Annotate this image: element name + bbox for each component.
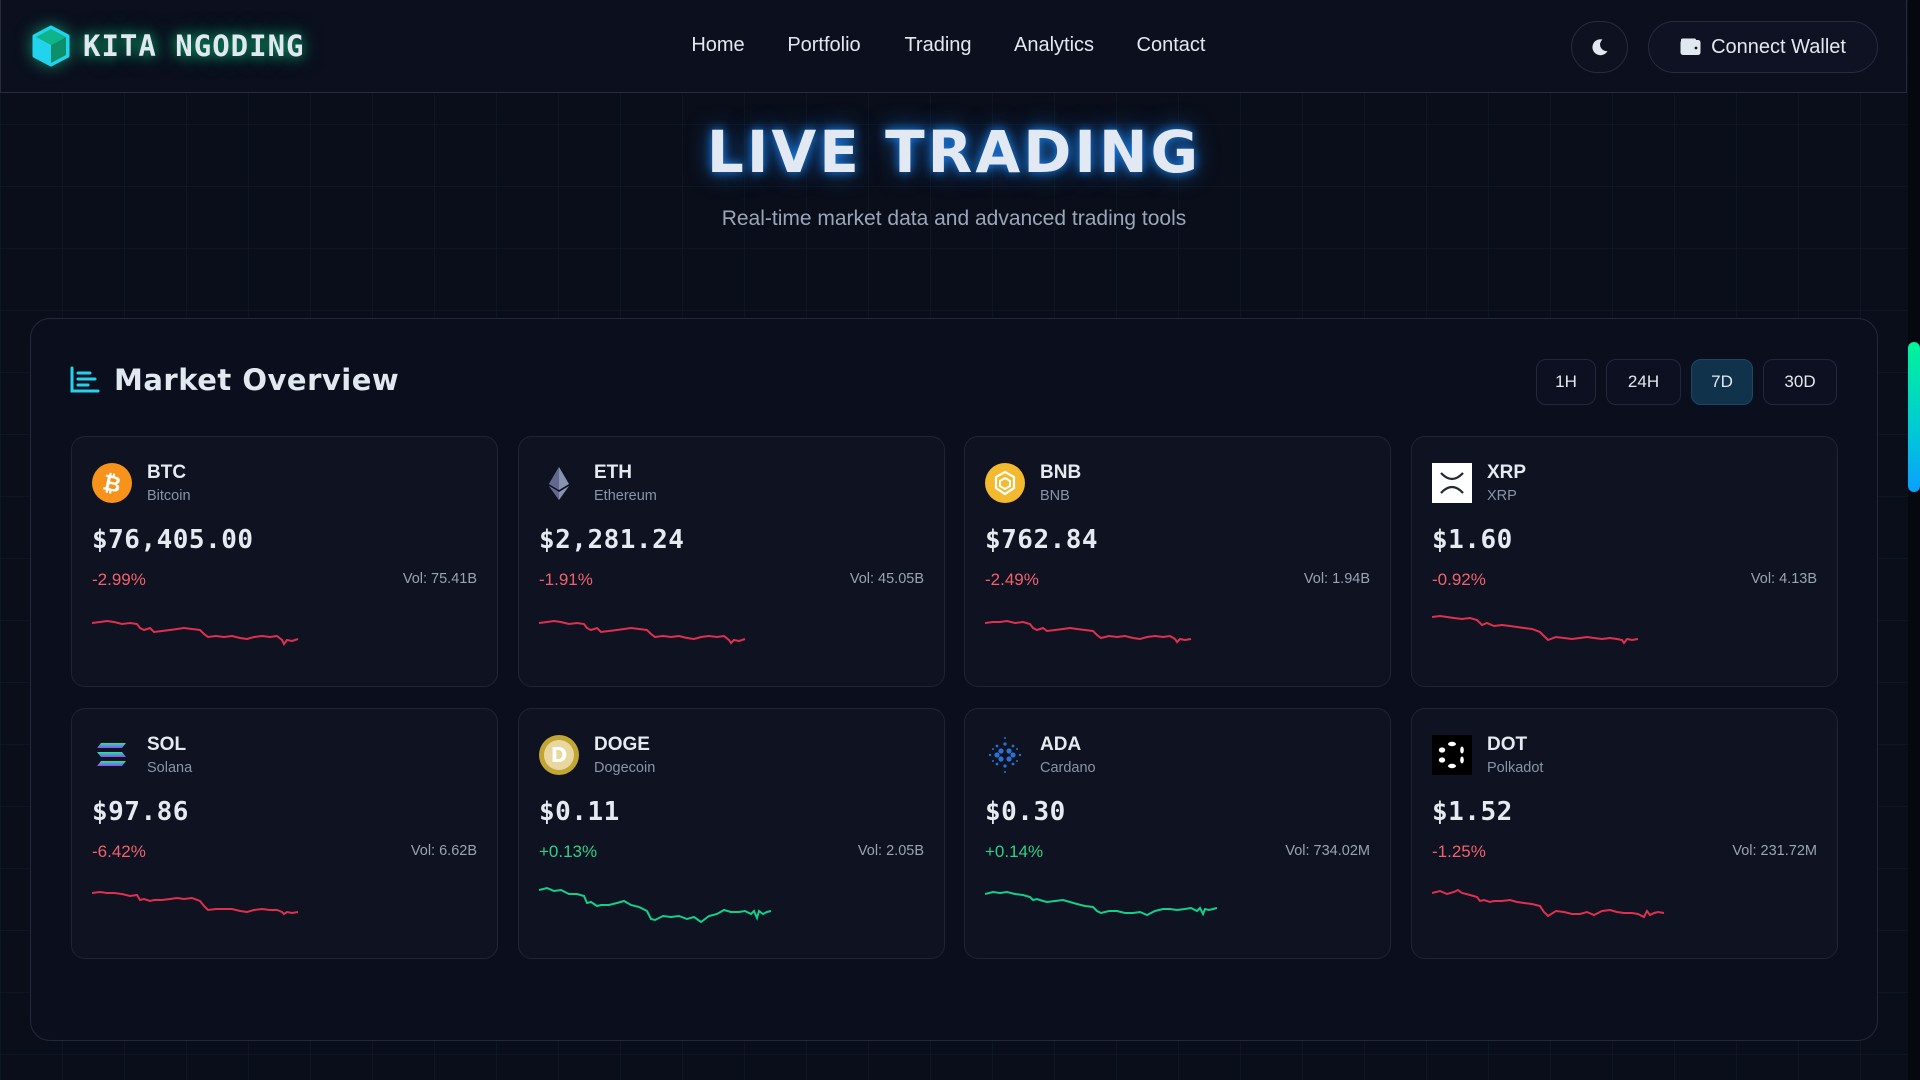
coin-volume: Vol: 2.05B [857,843,924,859]
coin-volume: Vol: 4.13B [1750,571,1817,587]
sparkline-chart [539,886,772,924]
nav-link-analytics[interactable]: Analytics [1013,34,1095,56]
coin-price: $1.60 [1432,525,1513,555]
coin-symbol: XRP [1487,462,1527,483]
coin-symbol: DOT [1487,734,1528,755]
sparkline-chart [985,619,1192,644]
connect-wallet-button[interactable]: Connect Wallet [1648,21,1878,73]
coin-volume: Vol: 6.62B [410,843,477,859]
sparkline-chart [1432,888,1665,919]
coin-card-xrp[interactable]: XRP XRP $1.60 -0.92% Vol: 4.13B [1411,436,1838,687]
bnb-icon [985,463,1025,503]
coin-price: $76,405.00 [92,525,254,555]
coin-symbol: SOL [147,734,187,755]
coin-card-dot[interactable]: DOT Polkadot $1.52 -1.25% Vol: 231.72M [1411,708,1838,959]
page-scrollbar-thumb[interactable] [1908,342,1920,492]
polkadot-icon [1432,735,1472,775]
moon-icon [1591,39,1607,56]
sparkline-chart [92,890,299,916]
coin-change: -1.91% [539,570,593,589]
coin-price: $762.84 [985,525,1099,555]
coin-name: XRP [1487,488,1517,504]
cube-logo-icon [32,25,70,67]
sparkline-chart [539,619,746,645]
nav-link-home[interactable]: Home [691,34,745,56]
coin-change: -1.25% [1432,842,1486,861]
wallet-icon [1680,38,1701,55]
top-navbar: KITA NGODING Home Portfolio Trading Anal… [0,0,1907,93]
coin-name: Solana [147,760,193,776]
connect-wallet-label: Connect Wallet [1711,35,1846,58]
coin-change: +0.14% [985,842,1044,861]
sparkline-chart [1432,614,1639,645]
coin-volume: Vol: 75.41B [402,571,477,587]
coin-card-btc[interactable]: ₿ BTC Bitcoin $76,405.00 -2.99% Vol: 75.… [71,436,498,687]
coin-price: $2,281.24 [539,525,685,555]
coin-volume: Vol: 1.94B [1303,571,1370,587]
coin-symbol: BNB [1040,462,1082,483]
coin-card-bnb[interactable]: BNB BNB $762.84 -2.49% Vol: 1.94B [964,436,1391,687]
coin-volume: Vol: 231.72M [1732,843,1817,859]
market-overview-title: Market Overview [114,363,400,397]
page-title: LIVE TRADING [706,118,1202,186]
sparkline-chart [985,890,1218,917]
timeframe-30d-button[interactable]: 30D [1763,359,1837,405]
coin-change: -6.42% [92,842,146,861]
market-overview-header: Market Overview [70,363,399,397]
page-scrollbar[interactable] [1908,0,1920,1080]
coin-card-doge[interactable]: D DOGE Dogecoin $0.11 +0.13% Vol: 2.05B [518,708,945,959]
timeframe-7d-button[interactable]: 7D [1691,359,1753,405]
bitcoin-icon: ₿ [92,463,132,503]
coin-price: $1.52 [1432,797,1513,827]
coin-symbol: BTC [147,462,187,483]
page-subtitle: Real-time market data and advanced tradi… [721,207,1187,230]
svg-text:₿: ₿ [100,470,123,498]
brand-name: KITA NGODING [83,29,305,63]
cardano-icon [988,737,1022,773]
timeframe-24h-button[interactable]: 24H [1606,359,1681,405]
coin-symbol: ADA [1040,734,1082,755]
coin-card-sol[interactable]: SOL Solana $97.86 -6.42% Vol: 6.62B [71,708,498,959]
nav-link-contact[interactable]: Contact [1136,34,1206,56]
coin-volume: Vol: 45.05B [849,571,924,587]
coin-name: Cardano [1040,760,1096,776]
coin-name: BNB [1040,488,1070,504]
coin-price: $97.86 [92,797,189,827]
nav-link-trading[interactable]: Trading [904,34,972,56]
coin-volume: Vol: 734.02M [1285,843,1370,859]
brand-logo[interactable]: KITA NGODING [31,25,305,67]
nav-link-portfolio[interactable]: Portfolio [787,34,861,56]
chart-bars-icon [70,366,100,393]
coin-name: Polkadot [1487,760,1544,776]
coin-symbol: ETH [594,462,632,483]
ethereum-icon [549,467,569,500]
coin-name: Dogecoin [594,760,656,776]
main-nav: Home Portfolio Trading Analytics Contact [1,34,1906,60]
svg-text:D: D [551,743,568,767]
coin-price: $0.11 [539,797,620,827]
coin-symbol: DOGE [594,734,650,755]
theme-toggle-button[interactable] [1571,21,1628,73]
coin-card-ada[interactable]: ADA Cardano $0.30 +0.14% Vol: 734.02M [964,708,1391,959]
coin-change: -2.49% [985,570,1039,589]
solana-icon [97,743,126,766]
coin-change: -0.92% [1432,570,1486,589]
coin-change: -2.99% [92,570,146,589]
dogecoin-icon: D [539,735,579,775]
sparkline-chart [92,619,299,646]
coin-change: +0.13% [539,842,598,861]
coin-price: $0.30 [985,797,1066,827]
coin-name: Bitcoin [147,488,191,504]
coin-card-eth[interactable]: ETH Ethereum $2,281.24 -1.91% Vol: 45.05… [518,436,945,687]
coin-name: Ethereum [594,488,657,504]
xrp-icon [1432,463,1472,503]
timeframe-1h-button[interactable]: 1H [1536,359,1596,405]
